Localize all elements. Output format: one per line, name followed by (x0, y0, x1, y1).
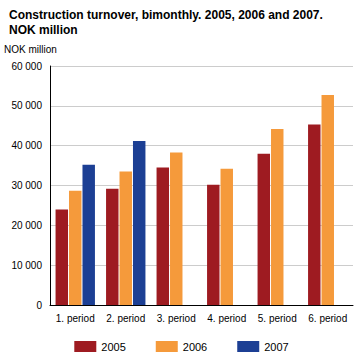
svg-text:10 000: 10 000 (11, 260, 42, 271)
svg-text:3. period: 3. period (157, 313, 196, 324)
svg-text:0: 0 (36, 300, 42, 311)
svg-text:40 000: 40 000 (11, 140, 42, 151)
svg-text:NOK million: NOK million (4, 44, 57, 55)
svg-text:6. period: 6. period (308, 313, 347, 324)
svg-text:50 000: 50 000 (11, 100, 42, 111)
svg-text:2007: 2007 (264, 341, 288, 353)
svg-text:2006: 2006 (183, 341, 207, 353)
svg-text:30 000: 30 000 (11, 180, 42, 191)
svg-text:5. period: 5. period (258, 313, 297, 324)
svg-text:4. period: 4. period (207, 313, 246, 324)
svg-text:2005: 2005 (101, 341, 125, 353)
svg-text:60 000: 60 000 (11, 61, 42, 72)
svg-text:20 000: 20 000 (11, 220, 42, 231)
svg-text:Construction turnover, bimonth: Construction turnover, bimonthly. 2005, … (9, 8, 326, 22)
svg-text:2. period: 2. period (106, 313, 145, 324)
svg-text:1. period: 1. period (56, 313, 95, 324)
svg-text:NOK million: NOK million (9, 23, 78, 37)
